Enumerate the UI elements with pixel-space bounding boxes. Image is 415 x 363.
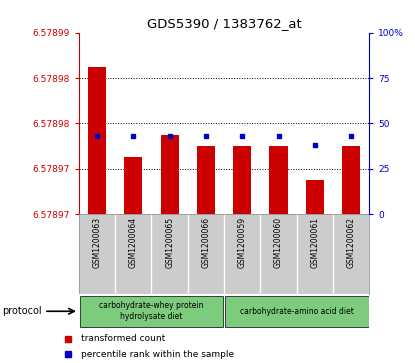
Text: GSM1200059: GSM1200059 [238, 217, 247, 268]
Text: GSM1200065: GSM1200065 [165, 217, 174, 268]
Text: GSM1200060: GSM1200060 [274, 217, 283, 268]
Bar [342, 146, 360, 214]
Text: GSM1200066: GSM1200066 [201, 217, 210, 268]
Bar [233, 146, 251, 214]
Bar [306, 180, 324, 214]
Text: carbohydrate-amino acid diet: carbohydrate-amino acid diet [240, 307, 354, 316]
Bar [161, 135, 179, 214]
Text: GSM1200064: GSM1200064 [129, 217, 138, 268]
Text: GSM1200062: GSM1200062 [347, 217, 356, 268]
FancyBboxPatch shape [225, 296, 369, 327]
Bar [197, 146, 215, 214]
Bar [124, 158, 142, 214]
Text: GSM1200063: GSM1200063 [93, 217, 102, 268]
Bar [269, 146, 288, 214]
Text: GSM1200061: GSM1200061 [310, 217, 320, 268]
FancyBboxPatch shape [80, 296, 223, 327]
Text: protocol: protocol [2, 306, 42, 316]
Text: carbohydrate-whey protein
hydrolysate diet: carbohydrate-whey protein hydrolysate di… [99, 301, 204, 321]
Text: transformed count: transformed count [81, 334, 166, 343]
Text: percentile rank within the sample: percentile rank within the sample [81, 350, 234, 359]
Title: GDS5390 / 1383762_at: GDS5390 / 1383762_at [147, 17, 301, 30]
Bar [88, 67, 106, 214]
